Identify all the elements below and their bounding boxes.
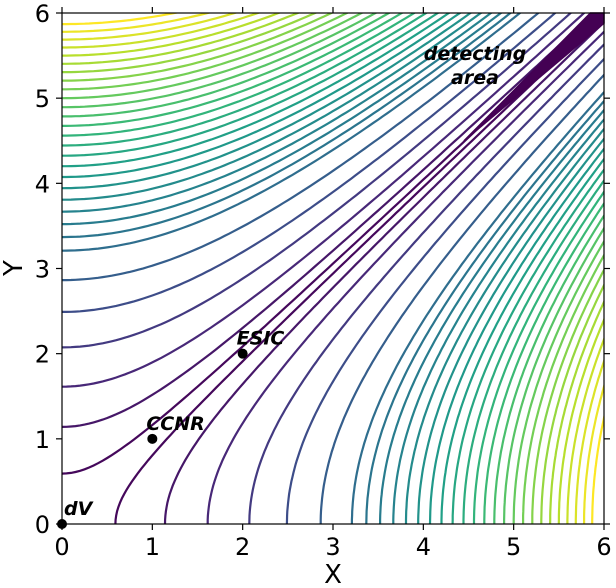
contour-line xyxy=(557,316,604,524)
contour-line xyxy=(285,57,604,524)
contour-line xyxy=(440,157,604,524)
contour-line xyxy=(62,13,451,168)
y-tick-label: 3 xyxy=(35,256,50,284)
contour-line xyxy=(574,357,604,524)
point-label-dv: dV xyxy=(64,498,94,520)
contour-line xyxy=(62,13,301,65)
contour-line xyxy=(350,90,604,524)
contour-line xyxy=(62,13,541,282)
contour-line xyxy=(472,190,604,524)
contour-line xyxy=(114,13,604,524)
contour-line xyxy=(62,13,392,118)
contour-line xyxy=(428,147,604,524)
contour-line xyxy=(531,267,604,524)
contour-line xyxy=(62,13,462,179)
contour-line xyxy=(62,13,503,226)
x-tick-label: 5 xyxy=(506,533,521,561)
contour-line xyxy=(62,13,350,91)
y-tick-label: 2 xyxy=(35,341,50,369)
contour-line xyxy=(521,253,604,524)
contour-line xyxy=(62,13,429,147)
contour-line xyxy=(62,13,483,201)
x-tick-label: 4 xyxy=(416,533,431,561)
point-ccnr xyxy=(147,433,158,444)
contour-line xyxy=(62,13,364,100)
contour-line xyxy=(62,13,557,313)
y-tick-label: 4 xyxy=(35,170,50,198)
contour-line xyxy=(206,30,604,524)
contour-line xyxy=(319,73,604,524)
contour-line xyxy=(62,13,596,428)
contour-line xyxy=(62,13,417,137)
y-tick-label: 5 xyxy=(35,85,50,113)
contour-line xyxy=(163,20,604,524)
y-tick-label: 1 xyxy=(35,426,50,454)
contour-line xyxy=(392,117,604,524)
contour-line xyxy=(62,13,212,33)
contour-line xyxy=(417,137,604,524)
y-tick-label: 6 xyxy=(35,0,50,28)
x-tick-label: 2 xyxy=(235,533,250,561)
contour-line xyxy=(62,13,522,252)
contour-line xyxy=(483,201,604,524)
contour-line xyxy=(248,42,604,524)
x-tick-label: 0 xyxy=(54,533,69,561)
contour-line xyxy=(62,13,404,128)
contour-line xyxy=(493,213,604,524)
y-axis-title: Y xyxy=(0,260,29,277)
contour-line xyxy=(62,13,378,109)
contour-line xyxy=(62,13,586,388)
contour-line xyxy=(451,167,604,524)
contour-line xyxy=(582,382,604,524)
contour-line xyxy=(62,13,181,26)
region-label-line-1: detecting xyxy=(424,43,526,65)
y-tick-label: 0 xyxy=(35,511,50,539)
point-label-ccnr: CCNR xyxy=(146,413,204,435)
contour-line xyxy=(404,127,604,524)
contour-line xyxy=(62,13,513,239)
contour-line xyxy=(591,413,604,524)
point-dv xyxy=(57,519,67,529)
contour-line xyxy=(549,299,604,524)
x-tick-label: 3 xyxy=(325,533,340,561)
contour-line xyxy=(62,13,573,349)
contour-line xyxy=(62,13,473,190)
x-axis-title: X xyxy=(324,560,342,588)
contour-line xyxy=(62,13,239,41)
axis-ticks: 0 1 2 3 4 5 6 0 1 2 3 4 5 6 xyxy=(35,0,612,561)
contour-line xyxy=(62,13,262,49)
contour-line xyxy=(365,99,604,524)
contour-line xyxy=(62,13,282,57)
contour-line xyxy=(503,226,604,524)
contour-lines xyxy=(62,13,604,524)
point-esic xyxy=(237,348,248,359)
x-tick-label: 6 xyxy=(596,533,611,561)
chart-points: dV CCNR ESIC xyxy=(57,328,284,529)
contour-line xyxy=(62,13,493,213)
contour-line xyxy=(62,13,440,157)
contour-line xyxy=(379,108,604,524)
x-tick-label: 1 xyxy=(145,533,160,561)
point-label-esic: ESIC xyxy=(237,328,285,350)
region-label-line-2: area xyxy=(451,67,499,89)
contour-line xyxy=(462,178,604,524)
contour-line xyxy=(62,13,318,74)
contour-line xyxy=(512,239,604,524)
contour-line xyxy=(62,13,335,82)
contour-line xyxy=(566,336,604,524)
contour-line xyxy=(540,282,604,524)
